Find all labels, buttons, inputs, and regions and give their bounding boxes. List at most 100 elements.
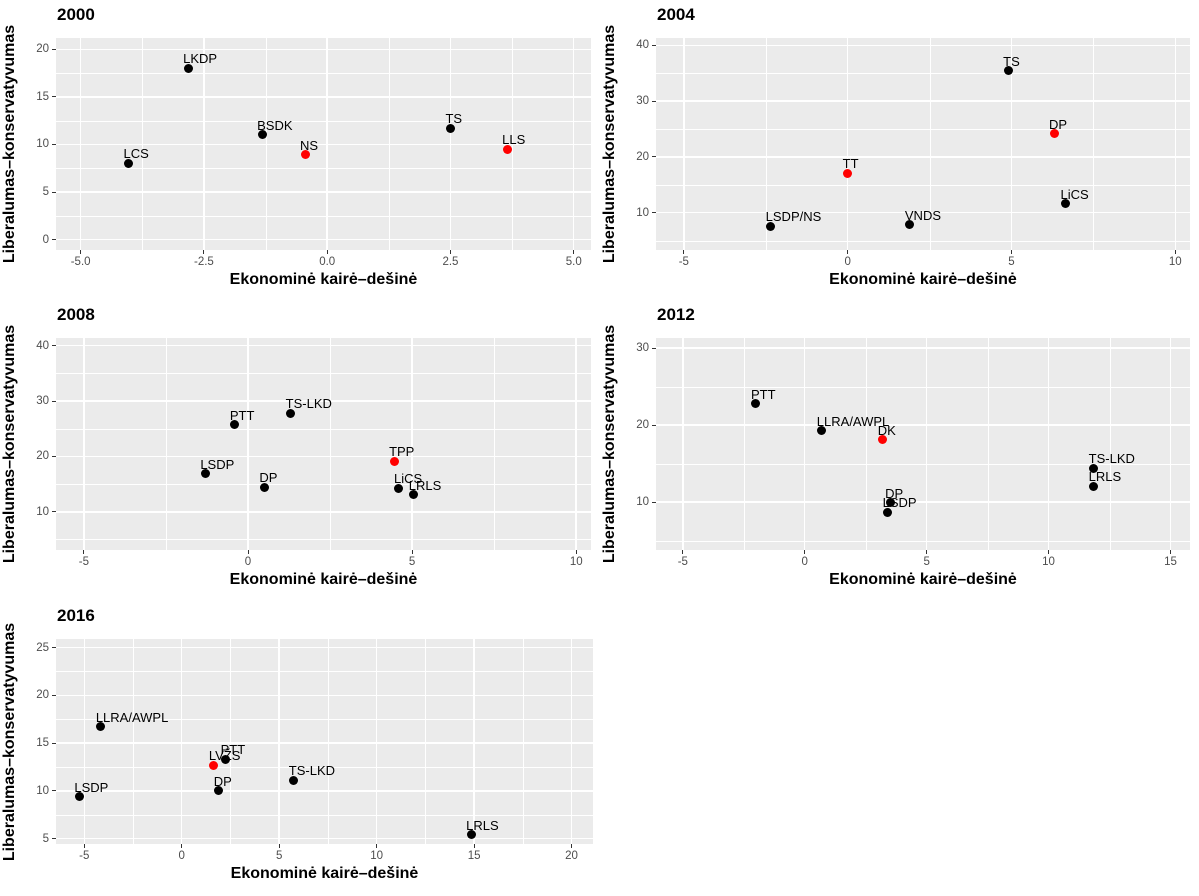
gridline-y-major [56,511,591,513]
x-axis-title-2016: Ekonominė kairė–dešinė [230,865,419,882]
x-tick-mark [473,844,475,848]
x-tick-label: -5 [79,850,90,862]
gridline-x-major [1047,338,1050,550]
data-point-label-TT: TT [842,156,859,171]
gridline-y-major [656,156,1190,158]
y-tick-mark [652,424,656,426]
data-point-LLRA/AWPL [817,426,827,435]
y-tick-mark [652,347,656,349]
gridline-x-major [375,639,378,844]
gridline-y-minor [56,539,591,541]
y-tick-label: 40 [36,339,49,352]
gridline-x-minor [165,338,167,550]
gridline-x-minor [330,338,331,550]
panel-title-2004: 2004 [657,5,695,24]
y-tick-label: 10 [36,138,49,151]
gridline-y-minor [656,184,1190,186]
x-tick-mark [575,550,577,554]
gridline-x-major [278,639,280,844]
x-tick-label: 2.5 [442,256,459,268]
data-point-label-TS-LKD: TS-LKD [1088,451,1135,467]
y-tick-mark [52,400,56,402]
gridline-y-major [56,400,591,402]
gridline-y-minor [656,540,1190,542]
gridline-x-major [682,338,684,550]
data-point-DP [259,482,269,492]
y-tick-mark [52,694,56,696]
data-point-NS [300,150,310,160]
x-tick-label: -5 [677,556,688,568]
gridline-y-minor [56,373,591,375]
data-point-LLRA/AWPL [96,722,106,732]
gridline-x-minor [1109,338,1111,550]
gridline-x-major [803,338,806,550]
gridline-x-major [247,338,249,550]
data-point-label-LSDP/NS: LSDP/NS [765,209,822,224]
y-tick-label: 10 [636,496,649,509]
gridline-y-major [56,742,593,744]
data-point-label-LLRA/AWPL: LLRA/AWPL [95,709,169,725]
y-axis-title-2012: Liberalumas–konservatyvumas [601,324,618,564]
x-tick-label: 0 [801,556,808,568]
data-point-label-TS-LKD: TS-LKD [288,763,336,779]
x-tick-mark [847,250,849,254]
gridline-y-minor [656,73,1190,74]
x-tick-label: -5.0 [70,256,91,268]
data-point-label-LKDP: LKDP [183,51,218,67]
x-tick-label: 5 [1008,256,1015,268]
data-point-TS-LKD [1089,463,1099,473]
plot-area-2016 [56,639,593,844]
y-tick-mark [52,345,56,347]
gridline-x-minor [987,338,989,550]
data-point-label-DP: DP [1049,116,1068,132]
y-tick-mark [52,742,56,744]
data-point-label-DP: DP [885,485,904,501]
x-tick-label: 5.0 [565,256,582,268]
y-tick-mark [52,511,56,513]
gridline-x-major [1174,38,1176,250]
y-tick-mark [52,239,56,241]
x-tick-mark [83,550,85,554]
x-tick-mark [804,550,806,554]
x-axis-title-2000: Ekonominė kairė–dešinė [229,271,418,288]
data-point-LLS [502,144,512,154]
gridline-y-minor [56,814,593,816]
data-point-TS-LKD [289,775,299,785]
data-point-DP [1049,129,1059,139]
y-tick-mark [52,838,56,840]
x-tick-mark [1174,250,1176,254]
data-point-BSDK [257,130,267,140]
gridline-y-minor [656,386,1190,388]
data-point-label-LiCS: LiCS [393,471,423,486]
gridline-y-major [56,96,591,98]
y-tick-label: 30 [36,395,49,408]
gridline-x-minor [132,639,134,844]
y-tick-mark [52,191,56,193]
data-point-LiCS [1061,199,1070,209]
data-point-label-PTT: PTT [750,386,776,402]
gridline-x-major [1010,38,1013,250]
gridline-y-major [656,501,1190,503]
gridline-y-minor [56,73,591,74]
panel-title-2008: 2008 [57,305,95,324]
data-point-label-TS: TS [1003,53,1020,69]
x-tick-mark [683,250,685,254]
data-point-label-DP: DP [259,470,278,486]
y-tick-label: 40 [636,39,649,52]
gridline-y-major [56,694,593,697]
data-point-DP [885,498,895,508]
data-point-LRLS [1089,481,1099,491]
gridline-y-minor [56,168,591,169]
y-tick-mark [52,790,56,792]
gridline-x-minor [765,38,767,250]
data-point-label-LiCS: LiCS [1060,186,1089,202]
data-point-label-DK: DK [877,422,896,438]
x-tick-mark [573,250,575,254]
gridline-x-major [411,338,413,550]
gridline-y-major [656,424,1190,426]
x-tick-mark [203,250,205,254]
x-tick-label: 10 [370,850,384,862]
x-tick-label: 15 [467,850,481,862]
data-point-LSDP [883,507,893,517]
gridline-y-major [56,790,593,792]
